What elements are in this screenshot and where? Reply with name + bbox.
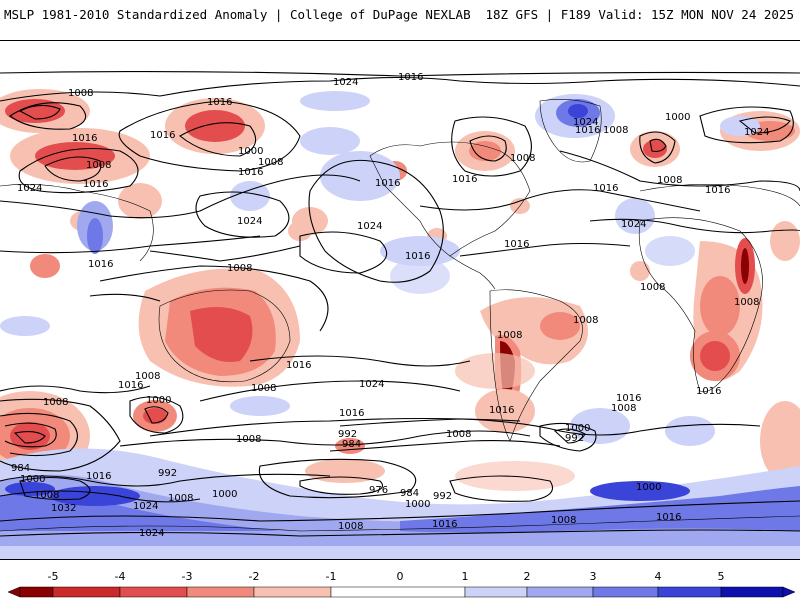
isobar-label: 1008 bbox=[86, 160, 111, 171]
tick-label: 2 bbox=[523, 570, 531, 583]
isobar-label: 1016 bbox=[593, 183, 618, 194]
isobar-label: 1000 bbox=[238, 146, 263, 157]
isobar-label: 1000 bbox=[212, 489, 237, 500]
colorbar-ticks: -5 -4 -3 -2 -1 0 1 2 3 4 5 bbox=[0, 570, 800, 584]
isobar-label: 1024 bbox=[744, 127, 769, 138]
isobar-label: 984 bbox=[400, 488, 419, 499]
isobar-label: 1016 bbox=[118, 380, 143, 391]
tick-label: -4 bbox=[114, 570, 126, 583]
isobar-label: 1016 bbox=[207, 97, 232, 108]
isobar-label: 1008 bbox=[34, 490, 59, 501]
isobar-label: 1016 bbox=[150, 130, 175, 141]
tick-label: 0 bbox=[396, 570, 404, 583]
isobar-label: 1008 bbox=[510, 153, 535, 164]
isobar-label: 1000 bbox=[146, 395, 171, 406]
isobar-label: 1024 bbox=[237, 216, 262, 227]
isobar-label: 1016 bbox=[375, 178, 400, 189]
isobar-label: 1024 bbox=[17, 183, 42, 194]
isobar-label: 1016 bbox=[705, 185, 730, 196]
isobar-label: 1008 bbox=[236, 434, 261, 445]
isobar-label: 1016 bbox=[88, 259, 113, 270]
isobar-label: 976 bbox=[369, 485, 388, 496]
isobar-label: 1008 bbox=[497, 330, 522, 341]
isobar-label: 1000 bbox=[405, 499, 430, 510]
isobar-label: 1000 bbox=[636, 482, 661, 493]
isobar-label: 1008 bbox=[251, 383, 276, 394]
title-bar: MSLP 1981-2010 Standardized Anomaly | Co… bbox=[0, 0, 800, 32]
coastlines bbox=[0, 99, 800, 532]
isobar-label: 1008 bbox=[168, 493, 193, 504]
isobar-label: 1016 bbox=[489, 405, 514, 416]
tick-label: 1 bbox=[461, 570, 469, 583]
isobar-lines bbox=[0, 70, 800, 537]
isobar-label: 1024 bbox=[139, 528, 164, 539]
tick-label: -3 bbox=[181, 570, 193, 583]
isobar-label: 1016 bbox=[656, 512, 681, 523]
isobar-label: 1024 bbox=[133, 501, 158, 512]
tick-label: 4 bbox=[654, 570, 662, 583]
isobar-label: 992 bbox=[433, 491, 452, 502]
isobar-label: 1016 bbox=[339, 408, 364, 419]
isobar-label: 1016 bbox=[504, 239, 529, 250]
tick-label: -1 bbox=[325, 570, 337, 583]
isobar-label: 1016 bbox=[238, 167, 263, 178]
isobar-label: 1016 bbox=[452, 174, 477, 185]
isobar-label: 992 bbox=[338, 429, 357, 440]
isobar-label: 1016 bbox=[398, 72, 423, 83]
colorbar-strip bbox=[7, 586, 796, 598]
isobar-label: 1008 bbox=[338, 521, 363, 532]
isobar-label: 1008 bbox=[640, 282, 665, 293]
tick-label: 5 bbox=[717, 570, 725, 583]
isobar-label: 1008 bbox=[446, 429, 471, 440]
isobar-label: 1008 bbox=[603, 125, 628, 136]
isobar-label: 1008 bbox=[573, 315, 598, 326]
tick-label: -2 bbox=[248, 570, 260, 583]
isobar-label: 984 bbox=[11, 463, 30, 474]
isobar-label: 1008 bbox=[551, 515, 576, 526]
isobar-label: 1008 bbox=[135, 371, 160, 382]
isobar-label: 1016 bbox=[696, 386, 721, 397]
isobar-label: 992 bbox=[565, 433, 584, 444]
isobar-label: 1016 bbox=[575, 125, 600, 136]
anomaly-map: 1024 1016 1008 1016 1016 1016 1008 1016 … bbox=[0, 40, 800, 560]
isobar-label: 1008 bbox=[227, 263, 252, 274]
isobar-label: 1024 bbox=[357, 221, 382, 232]
isobar-label: 1008 bbox=[43, 397, 68, 408]
isobar-label: 1024 bbox=[333, 77, 358, 88]
isobar-label: 984 bbox=[342, 439, 361, 450]
isobar-label: 1008 bbox=[657, 175, 682, 186]
isobar-label: 1000 bbox=[665, 112, 690, 123]
tick-label: -5 bbox=[47, 570, 59, 583]
isobar-label: 1008 bbox=[611, 403, 636, 414]
isobar-label: 1000 bbox=[20, 474, 45, 485]
anomaly-colorbar: -5 -4 -3 -2 -1 0 1 2 3 4 5 bbox=[0, 570, 800, 600]
isobar-label: 1016 bbox=[405, 251, 430, 262]
isobar-labels: 1024 1016 1008 1016 1016 1016 1008 1016 … bbox=[11, 72, 769, 539]
tick-label: 3 bbox=[589, 570, 597, 583]
isobar-label: 1016 bbox=[432, 519, 457, 530]
isobar-label: 1016 bbox=[286, 360, 311, 371]
isobar-label: 1016 bbox=[72, 133, 97, 144]
isobar-label: 1008 bbox=[258, 157, 283, 168]
isobar-label: 1024 bbox=[359, 379, 384, 390]
isobar-label: 1008 bbox=[734, 297, 759, 308]
model-run-info: 18Z GFS | F189 Valid: 15Z MON NOV 24 202… bbox=[485, 7, 794, 22]
map-title: MSLP 1981-2010 Standardized Anomaly | Co… bbox=[4, 7, 471, 22]
isobar-label: 1016 bbox=[616, 393, 641, 404]
isobar-label: 1024 bbox=[573, 117, 598, 128]
isobar-label: 1000 bbox=[565, 423, 590, 434]
isobar-label: 1008 bbox=[68, 88, 93, 99]
isobar-label: 1016 bbox=[83, 179, 108, 190]
isobar-label: 992 bbox=[158, 468, 177, 479]
map-canvas: 1024 1016 1008 1016 1016 1016 1008 1016 … bbox=[0, 41, 800, 559]
isobar-label: 1016 bbox=[86, 471, 111, 482]
isobar-label: 1032 bbox=[51, 503, 76, 514]
isobar-label: 1024 bbox=[621, 219, 646, 230]
